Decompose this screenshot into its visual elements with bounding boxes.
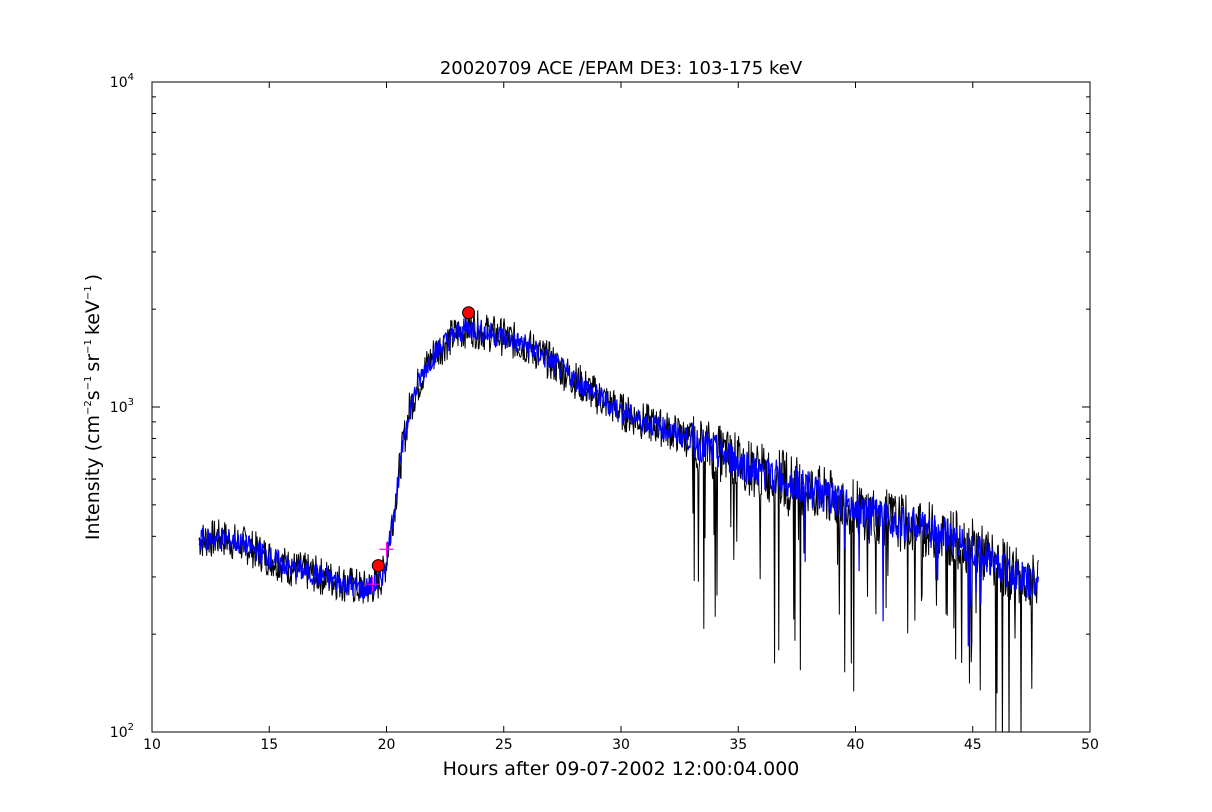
x-tick-label: 30 [612,737,630,753]
series-layer [198,309,1040,732]
x-tick-label: 50 [1081,737,1099,753]
event-marker-plus [365,577,380,592]
y-axis: 102 103 104 [110,72,1090,741]
x-tick-label: 35 [729,737,747,753]
x-tick-label: 25 [495,737,513,753]
marker-layer [365,306,476,592]
chart-title: 20020709 ACE /EPAM DE3: 103-175 keV [440,58,803,79]
x-tick-label: 45 [964,737,982,753]
x-axis: 10 15 20 25 30 35 40 45 50 [143,82,1099,753]
y-tick-label: 103 [110,397,134,416]
event-marker-circle [462,306,476,320]
y-tick-label: 104 [110,72,134,91]
x-axis-label: Hours after 09-07-2002 12:00:04.000 [443,758,800,780]
y-tick-label: 102 [110,722,134,741]
x-tick-label: 20 [378,737,396,753]
x-tick-label: 15 [260,737,278,753]
event-marker-plus [379,542,394,557]
x-tick-label: 40 [847,737,865,753]
series-line-blue [198,318,1040,647]
y-axis-label: Intensity (cm−2s−1sr−1keV−1) [82,274,104,540]
event-marker-circle [371,559,385,573]
x-tick-label: 10 [143,737,161,753]
